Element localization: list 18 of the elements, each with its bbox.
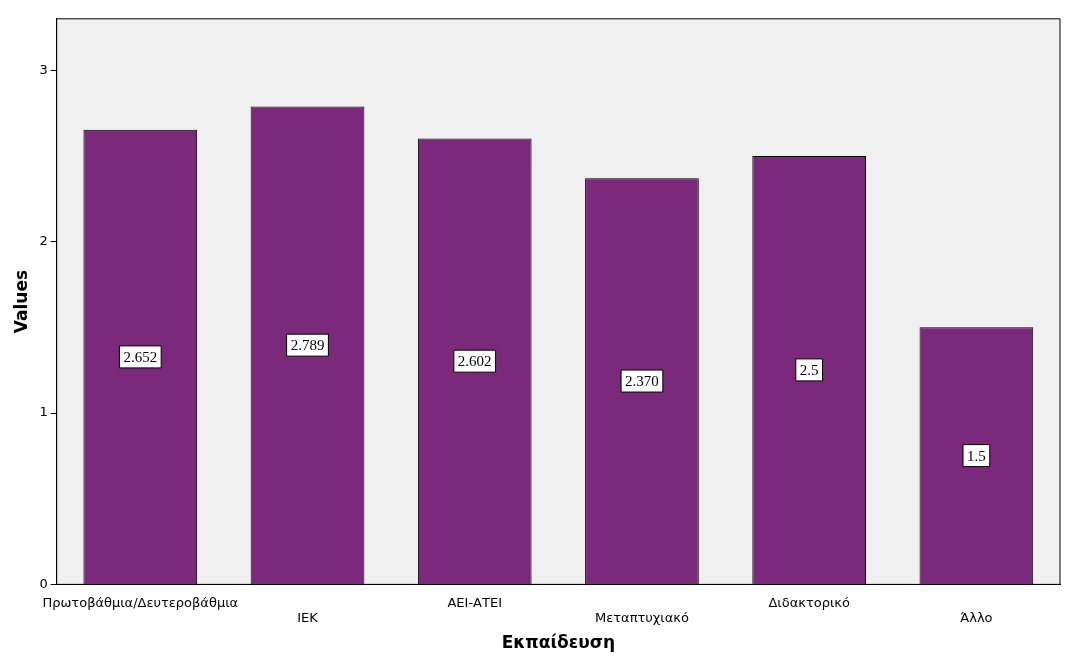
x-axis-title: Εκπαίδευση (501, 632, 616, 653)
x-tick-label: Μεταπτυχιακό (594, 610, 689, 626)
x-tick-label: Πρωτοβάθμια/Δευτεροβάθμια (42, 594, 239, 610)
data-label: 1.5 (967, 447, 986, 464)
x-tick-label: ΙΕΚ (297, 610, 319, 626)
data-label: 2.652 (123, 348, 158, 365)
y-tick-label: 1 (39, 404, 48, 420)
y-tick-label: 0 (39, 575, 48, 591)
data-label: 2.5 (799, 361, 819, 378)
y-tick-label: 2 (39, 232, 48, 248)
x-tick-label: Άλλο (960, 610, 993, 626)
y-axis-title: Values (10, 269, 31, 334)
x-tick-label: Διδακτορικό (768, 594, 850, 610)
data-label: 2.789 (290, 337, 325, 354)
y-tick-label: 3 (39, 61, 48, 77)
x-tick-label: ΑΕΙ-ΑΤΕΙ (447, 594, 502, 610)
data-label: 2.602 (457, 353, 492, 370)
data-label: 2.370 (625, 372, 659, 389)
